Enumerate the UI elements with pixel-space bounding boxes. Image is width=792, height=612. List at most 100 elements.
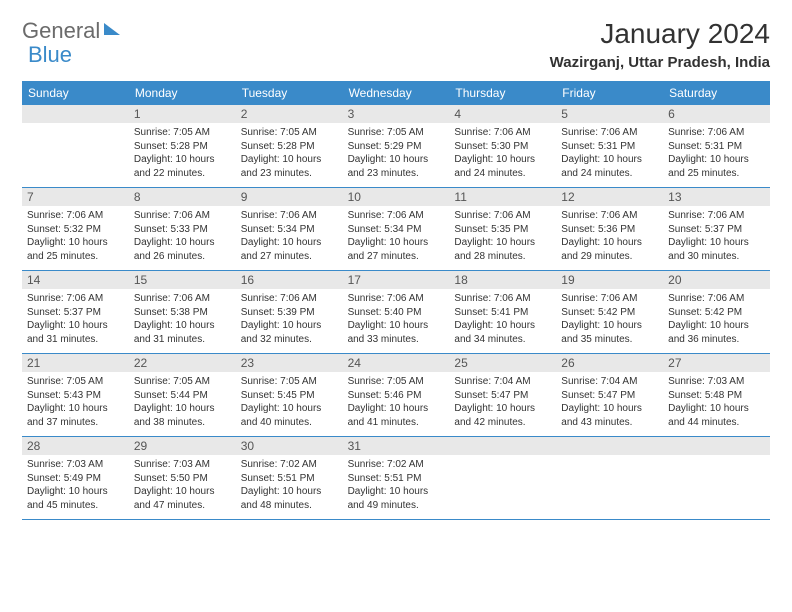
day-number: 23 — [236, 354, 343, 372]
sunset-text: Sunset: 5:37 PM — [27, 306, 124, 320]
day-cell: 22Sunrise: 7:05 AMSunset: 5:44 PMDayligh… — [129, 354, 236, 436]
day-cell: 31Sunrise: 7:02 AMSunset: 5:51 PMDayligh… — [343, 437, 450, 519]
day-number: 3 — [343, 105, 450, 123]
day-number: 20 — [663, 271, 770, 289]
sunset-text: Sunset: 5:37 PM — [668, 223, 765, 237]
day-number: 15 — [129, 271, 236, 289]
daylight-text: Daylight: 10 hours and 33 minutes. — [348, 319, 445, 346]
day-number: 5 — [556, 105, 663, 123]
sunrise-text: Sunrise: 7:05 AM — [348, 126, 445, 140]
day-number: 11 — [449, 188, 556, 206]
sunrise-text: Sunrise: 7:03 AM — [134, 458, 231, 472]
daylight-text: Daylight: 10 hours and 26 minutes. — [134, 236, 231, 263]
sunset-text: Sunset: 5:42 PM — [561, 306, 658, 320]
sunrise-text: Sunrise: 7:06 AM — [454, 292, 551, 306]
sunset-text: Sunset: 5:34 PM — [348, 223, 445, 237]
calendar-page: General January 2024 Wazirganj, Uttar Pr… — [0, 0, 792, 538]
day-info: Sunrise: 7:05 AMSunset: 5:28 PMDaylight:… — [236, 123, 343, 186]
sunset-text: Sunset: 5:51 PM — [348, 472, 445, 486]
day-cell: 12Sunrise: 7:06 AMSunset: 5:36 PMDayligh… — [556, 188, 663, 270]
day-cell: 7Sunrise: 7:06 AMSunset: 5:32 PMDaylight… — [22, 188, 129, 270]
week-row: 28Sunrise: 7:03 AMSunset: 5:49 PMDayligh… — [22, 437, 770, 520]
sunset-text: Sunset: 5:32 PM — [27, 223, 124, 237]
day-number — [22, 105, 129, 123]
day-cell: 21Sunrise: 7:05 AMSunset: 5:43 PMDayligh… — [22, 354, 129, 436]
day-info: Sunrise: 7:06 AMSunset: 5:37 PMDaylight:… — [22, 289, 129, 352]
day-info: Sunrise: 7:03 AMSunset: 5:50 PMDaylight:… — [129, 455, 236, 518]
day-number: 22 — [129, 354, 236, 372]
sunrise-text: Sunrise: 7:06 AM — [668, 292, 765, 306]
sunset-text: Sunset: 5:29 PM — [348, 140, 445, 154]
day-info: Sunrise: 7:06 AMSunset: 5:41 PMDaylight:… — [449, 289, 556, 352]
daylight-text: Daylight: 10 hours and 23 minutes. — [348, 153, 445, 180]
day-cell: 10Sunrise: 7:06 AMSunset: 5:34 PMDayligh… — [343, 188, 450, 270]
logo-text-2: Blue — [28, 42, 72, 67]
day-cell: 24Sunrise: 7:05 AMSunset: 5:46 PMDayligh… — [343, 354, 450, 436]
sunrise-text: Sunrise: 7:06 AM — [241, 292, 338, 306]
sunset-text: Sunset: 5:38 PM — [134, 306, 231, 320]
day-number: 24 — [343, 354, 450, 372]
logo-text-1: General — [22, 18, 100, 44]
day-cell: 13Sunrise: 7:06 AMSunset: 5:37 PMDayligh… — [663, 188, 770, 270]
sunset-text: Sunset: 5:51 PM — [241, 472, 338, 486]
day-cell — [22, 105, 129, 187]
sunrise-text: Sunrise: 7:06 AM — [561, 209, 658, 223]
day-number: 1 — [129, 105, 236, 123]
day-number: 8 — [129, 188, 236, 206]
day-number: 12 — [556, 188, 663, 206]
daylight-text: Daylight: 10 hours and 27 minutes. — [348, 236, 445, 263]
day-number: 16 — [236, 271, 343, 289]
weeks-container: 1Sunrise: 7:05 AMSunset: 5:28 PMDaylight… — [22, 105, 770, 520]
daylight-text: Daylight: 10 hours and 28 minutes. — [454, 236, 551, 263]
sunrise-text: Sunrise: 7:06 AM — [561, 126, 658, 140]
sunrise-text: Sunrise: 7:03 AM — [668, 375, 765, 389]
day-cell: 15Sunrise: 7:06 AMSunset: 5:38 PMDayligh… — [129, 271, 236, 353]
day-cell: 16Sunrise: 7:06 AMSunset: 5:39 PMDayligh… — [236, 271, 343, 353]
daylight-text: Daylight: 10 hours and 40 minutes. — [241, 402, 338, 429]
day-cell: 11Sunrise: 7:06 AMSunset: 5:35 PMDayligh… — [449, 188, 556, 270]
day-cell: 4Sunrise: 7:06 AMSunset: 5:30 PMDaylight… — [449, 105, 556, 187]
sunrise-text: Sunrise: 7:06 AM — [454, 126, 551, 140]
day-cell: 5Sunrise: 7:06 AMSunset: 5:31 PMDaylight… — [556, 105, 663, 187]
day-info: Sunrise: 7:03 AMSunset: 5:48 PMDaylight:… — [663, 372, 770, 435]
day-number: 31 — [343, 437, 450, 455]
daylight-text: Daylight: 10 hours and 30 minutes. — [668, 236, 765, 263]
day-cell: 17Sunrise: 7:06 AMSunset: 5:40 PMDayligh… — [343, 271, 450, 353]
day-cell: 18Sunrise: 7:06 AMSunset: 5:41 PMDayligh… — [449, 271, 556, 353]
sunset-text: Sunset: 5:35 PM — [454, 223, 551, 237]
logo: General — [22, 18, 122, 44]
sunrise-text: Sunrise: 7:05 AM — [27, 375, 124, 389]
day-info — [449, 455, 556, 464]
day-info: Sunrise: 7:06 AMSunset: 5:38 PMDaylight:… — [129, 289, 236, 352]
day-info: Sunrise: 7:06 AMSunset: 5:35 PMDaylight:… — [449, 206, 556, 269]
title-block: January 2024 Wazirganj, Uttar Pradesh, I… — [550, 18, 770, 71]
day-cell: 3 Sunrise: 7:05 AMSunset: 5:29 PMDaylight… — [343, 105, 450, 187]
sunset-text: Sunset: 5:31 PM — [668, 140, 765, 154]
sunset-text: Sunset: 5:30 PM — [454, 140, 551, 154]
day-cell — [556, 437, 663, 519]
day-info: Sunrise: 7:06 AMSunset: 5:34 PMDaylight:… — [236, 206, 343, 269]
sunrise-text: Sunrise: 7:04 AM — [454, 375, 551, 389]
day-number: 13 — [663, 188, 770, 206]
daylight-text: Daylight: 10 hours and 31 minutes. — [27, 319, 124, 346]
daylight-text: Daylight: 10 hours and 24 minutes. — [454, 153, 551, 180]
day-info — [556, 455, 663, 464]
day-info: Sunrise: 7:05 AMSunset: 5:28 PMDaylight:… — [129, 123, 236, 186]
day-info: Sunrise: 7:04 AMSunset: 5:47 PMDaylight:… — [449, 372, 556, 435]
day-info: Sunrise: 7:06 AMSunset: 5:42 PMDaylight:… — [556, 289, 663, 352]
sunrise-text: Sunrise: 7:05 AM — [134, 375, 231, 389]
daylight-text: Daylight: 10 hours and 48 minutes. — [241, 485, 338, 512]
day-number: 25 — [449, 354, 556, 372]
day-cell: 8Sunrise: 7:06 AMSunset: 5:33 PMDaylight… — [129, 188, 236, 270]
daylight-text: Daylight: 10 hours and 41 minutes. — [348, 402, 445, 429]
sunrise-text: Sunrise: 7:06 AM — [27, 292, 124, 306]
sunrise-text: Sunrise: 7:02 AM — [241, 458, 338, 472]
day-number: 9 — [236, 188, 343, 206]
daylight-text: Daylight: 10 hours and 32 minutes. — [241, 319, 338, 346]
daylight-text: Daylight: 10 hours and 38 minutes. — [134, 402, 231, 429]
day-info: Sunrise: 7:06 AMSunset: 5:37 PMDaylight:… — [663, 206, 770, 269]
logo-triangle-icon — [104, 23, 120, 35]
daylight-text: Daylight: 10 hours and 44 minutes. — [668, 402, 765, 429]
day-number: 17 — [343, 271, 450, 289]
sunset-text: Sunset: 5:42 PM — [668, 306, 765, 320]
